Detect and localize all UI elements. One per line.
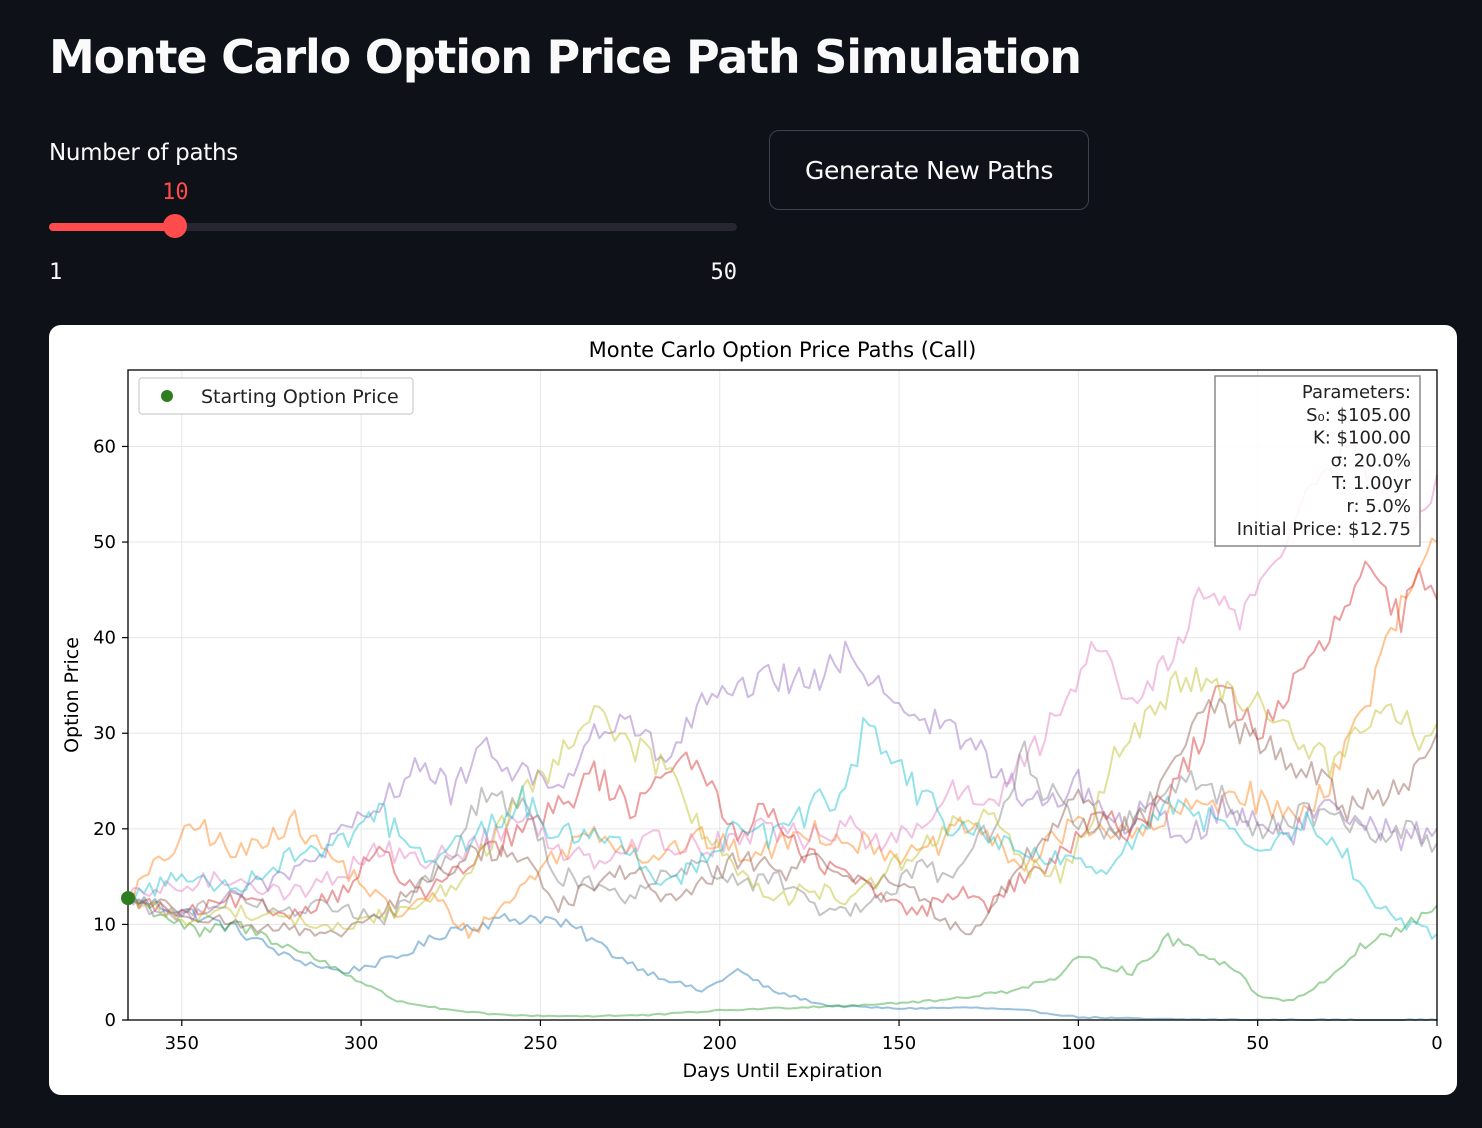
price-path-line xyxy=(127,537,1438,939)
y-tick-label: 40 xyxy=(93,628,116,649)
parameters-line: r: 5.0% xyxy=(1346,496,1411,517)
axes-frame xyxy=(127,369,1438,1021)
price-path-line xyxy=(127,896,1438,1018)
parameters-line: σ: 20.0% xyxy=(1331,450,1411,471)
price-path-line xyxy=(127,697,1438,938)
ticks-layer: 350 300 250 200 150 100 50 0 0 10 20 30 40 50 60 xyxy=(93,436,1443,1054)
y-tick-label: 10 xyxy=(93,914,116,935)
y-tick-label: 50 xyxy=(93,532,116,553)
slider-thumb[interactable] xyxy=(163,214,188,238)
slider-min-label: 1 xyxy=(49,260,63,285)
legend-marker-icon xyxy=(161,390,173,402)
starting-option-price-marker xyxy=(121,891,135,906)
price-path-line xyxy=(127,560,1438,920)
parameters-box: Parameters: S₀: $105.00 K: $100.00 σ: 20… xyxy=(1214,375,1421,547)
slider-label: Number of paths xyxy=(49,140,238,166)
generate-new-paths-button[interactable]: Generate New Paths xyxy=(769,130,1089,210)
parameters-line: S₀: $105.00 xyxy=(1306,405,1411,426)
x-tick-label: 300 xyxy=(344,1033,378,1054)
legend-label: Starting Option Price xyxy=(201,386,399,408)
price-path-line xyxy=(127,666,1438,932)
price-path-line xyxy=(127,640,1438,922)
price-path-line xyxy=(127,717,1438,940)
y-tick-label: 0 xyxy=(105,1010,116,1031)
chart-title: Monte Carlo Option Price Paths (Call) xyxy=(589,338,977,362)
parameters-box-frame xyxy=(1214,375,1421,547)
chart-card: 350 300 250 200 150 100 50 0 0 10 20 30 40 50 60 Monte… xyxy=(49,325,1457,1095)
x-tick-label: 100 xyxy=(1061,1033,1095,1054)
y-tick-label: 20 xyxy=(93,819,116,840)
paths-slider-block: Number of paths 10 1 50 xyxy=(49,136,739,296)
series-layer xyxy=(127,439,1438,1021)
y-tick-label: 30 xyxy=(93,723,116,744)
parameters-line: Initial Price: $12.75 xyxy=(1237,519,1411,540)
x-tick-label: 0 xyxy=(1431,1033,1442,1054)
option-price-chart: 350 300 250 200 150 100 50 0 0 10 20 30 40 50 60 Monte… xyxy=(61,338,1443,1082)
slider-max-label: 50 xyxy=(710,260,738,285)
x-tick-label: 150 xyxy=(882,1033,916,1054)
page-title: Monte Carlo Option Price Path Simulation xyxy=(49,30,1082,84)
x-tick-label: 50 xyxy=(1246,1033,1269,1054)
slider-fill xyxy=(49,223,176,231)
chart-legend: Starting Option Price xyxy=(138,377,414,415)
y-axis-label: Option Price xyxy=(61,637,83,753)
y-tick-label: 60 xyxy=(93,436,116,457)
price-path-line xyxy=(127,439,1438,901)
x-axis-label: Days Until Expiration xyxy=(683,1060,883,1082)
x-tick-label: 200 xyxy=(703,1033,737,1054)
slider-current-value: 10 xyxy=(162,180,189,205)
x-tick-label: 250 xyxy=(523,1033,557,1054)
parameters-line: Parameters: xyxy=(1302,382,1411,403)
slider-track[interactable] xyxy=(49,223,737,231)
price-path-line xyxy=(127,740,1438,926)
parameters-line: K: $100.00 xyxy=(1313,428,1411,449)
x-tick-label: 350 xyxy=(165,1033,199,1054)
parameters-line: T: 1.00yr xyxy=(1331,473,1412,494)
legend-box xyxy=(138,377,414,415)
price-path-line xyxy=(127,894,1438,1021)
